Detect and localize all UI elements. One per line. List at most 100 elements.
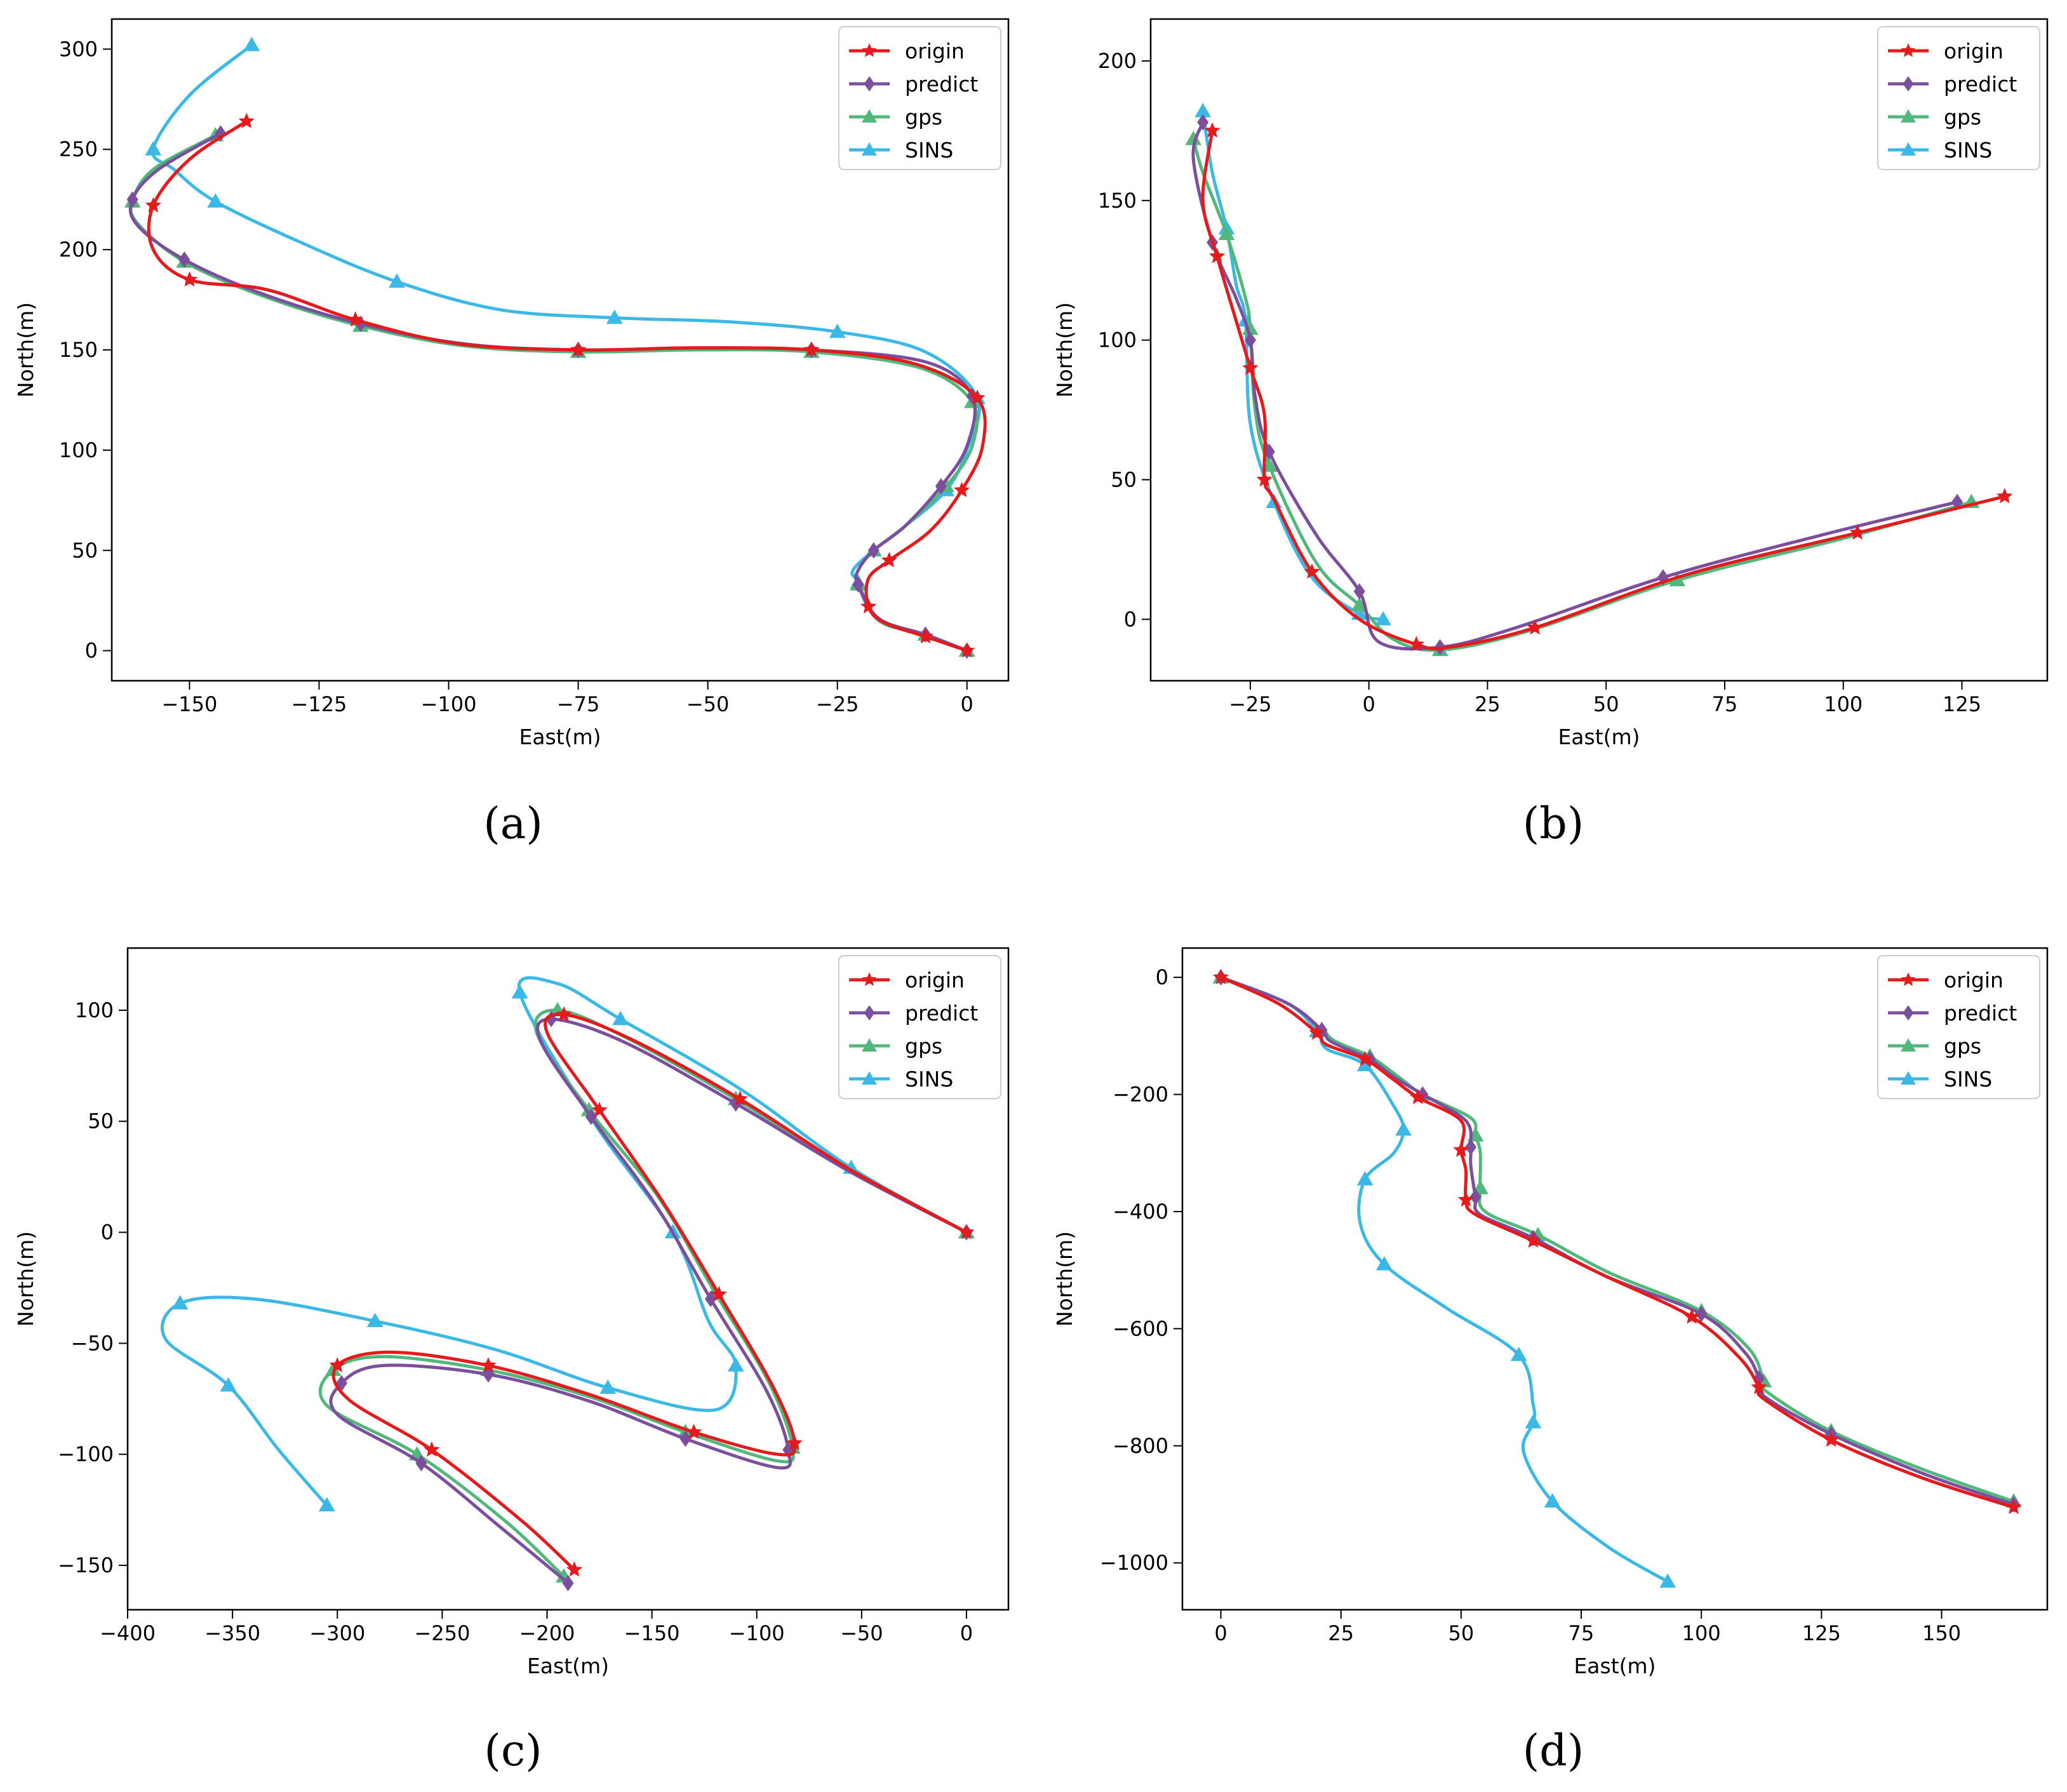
data-point bbox=[969, 389, 986, 405]
legend-box bbox=[1877, 955, 2040, 1099]
data-point bbox=[1375, 1255, 1393, 1271]
x-tick-label: 25 bbox=[1475, 692, 1501, 716]
legend-label-sins: SINS bbox=[905, 1067, 953, 1092]
x-tick-label: −100 bbox=[729, 1621, 785, 1645]
x-tick-label: 0 bbox=[1362, 692, 1375, 716]
y-tick-label: 250 bbox=[59, 137, 98, 161]
data-point bbox=[585, 1108, 597, 1125]
x-tick-label: 125 bbox=[1943, 692, 1981, 716]
x-tick-label: 100 bbox=[1682, 1621, 1721, 1645]
series-line-origin bbox=[147, 119, 987, 653]
legend-marker-predict bbox=[1903, 1005, 1914, 1020]
legend-box bbox=[1877, 26, 2040, 170]
data-point bbox=[207, 193, 224, 208]
legend-marker-gps bbox=[862, 1038, 877, 1052]
data-point bbox=[732, 1090, 748, 1106]
data-point bbox=[959, 642, 975, 658]
legend: origin predict gps SINS bbox=[1877, 955, 2040, 1099]
plot-frame bbox=[1181, 947, 2049, 1611]
data-point bbox=[366, 1313, 384, 1327]
data-point bbox=[1212, 968, 1229, 984]
y-tick-label: 200 bbox=[59, 237, 98, 262]
data-point bbox=[1395, 1121, 1412, 1136]
plot-area bbox=[1185, 103, 2013, 657]
plot-frame bbox=[110, 18, 1010, 682]
data-point bbox=[1544, 1493, 1561, 1508]
data-point bbox=[145, 197, 161, 213]
data-point bbox=[424, 1441, 440, 1457]
panel-label-a: (a) bbox=[483, 799, 543, 849]
legend-label-origin: origin bbox=[1944, 39, 2003, 64]
legend-marker-gps bbox=[1901, 1038, 1916, 1052]
legend-marker-predict bbox=[864, 76, 875, 91]
data-point bbox=[1356, 1171, 1374, 1186]
plot-area bbox=[1212, 968, 2022, 1588]
data-point bbox=[1218, 225, 1235, 241]
data-point bbox=[852, 576, 864, 593]
x-tick-label: −25 bbox=[1229, 692, 1272, 716]
y-tick-label: 50 bbox=[1111, 467, 1137, 491]
x-tick-label: −75 bbox=[557, 692, 600, 716]
series-line-gps bbox=[1219, 975, 2016, 1503]
data-point bbox=[1242, 359, 1259, 375]
plot-area bbox=[124, 37, 987, 659]
legend-marker-sins bbox=[862, 142, 877, 156]
x-axis-label: East(m) bbox=[1558, 725, 1640, 749]
x-tick-label: 75 bbox=[1712, 692, 1738, 716]
y-tick-label: 50 bbox=[88, 1109, 114, 1133]
series-line-predict bbox=[1219, 975, 2016, 1506]
data-point bbox=[803, 341, 820, 357]
legend-box bbox=[838, 26, 1001, 170]
data-point bbox=[126, 191, 138, 208]
x-tick-label: −300 bbox=[309, 1621, 365, 1645]
data-point bbox=[2005, 1499, 2022, 1515]
x-tick-label: −50 bbox=[840, 1621, 883, 1645]
data-point bbox=[1304, 563, 1320, 579]
legend-label-sins: SINS bbox=[1944, 138, 1992, 163]
y-tick-label: −200 bbox=[1113, 1083, 1168, 1107]
legend-label-origin: origin bbox=[905, 968, 965, 993]
data-point bbox=[1197, 114, 1209, 131]
legend-label-sins: SINS bbox=[1944, 1067, 1992, 1092]
legend-marker-origin bbox=[1901, 972, 1916, 986]
series-line-origin bbox=[331, 1013, 968, 1572]
plot-frame bbox=[1149, 18, 2049, 682]
series-line-sins bbox=[151, 43, 981, 653]
y-tick-label: 0 bbox=[1156, 965, 1168, 989]
data-point bbox=[1256, 471, 1273, 487]
data-point bbox=[1527, 619, 1543, 635]
legend-marker-predict bbox=[864, 1005, 875, 1020]
data-point bbox=[145, 141, 162, 156]
legend: origin predict gps SINS bbox=[838, 26, 1001, 170]
y-axis-label: North(m) bbox=[13, 1231, 38, 1327]
panel-label-d: (d) bbox=[1523, 1726, 1584, 1776]
legend-marker-sins bbox=[1901, 142, 1916, 156]
y-tick-label: −100 bbox=[58, 1442, 114, 1466]
data-point bbox=[1375, 611, 1391, 625]
legend-label-gps: gps bbox=[905, 1034, 942, 1059]
panel-label-b: (b) bbox=[1523, 799, 1584, 849]
x-tick-label: −125 bbox=[291, 692, 347, 716]
data-point bbox=[1997, 488, 2013, 504]
panel-c: −400 −350 −300 −250 −200 −150 −100 −50 0 −150 −100… bbox=[13, 947, 1010, 1678]
data-point bbox=[1683, 1308, 1700, 1324]
data-point bbox=[1309, 1024, 1325, 1040]
y-tick-label: −600 bbox=[1113, 1316, 1168, 1341]
data-point bbox=[935, 478, 947, 495]
data-point bbox=[556, 1006, 572, 1022]
panel-a: −150 −125 −100 −75 −50 −25 0 0 50 100 150 200 250 300… bbox=[13, 18, 1010, 749]
data-point bbox=[685, 1423, 702, 1440]
data-point bbox=[958, 1224, 975, 1240]
data-point bbox=[867, 542, 880, 559]
data-point bbox=[415, 1455, 427, 1472]
y-tick-label: 50 bbox=[72, 538, 98, 563]
x-tick-label: 50 bbox=[1593, 692, 1619, 716]
data-point bbox=[705, 1290, 717, 1307]
y-tick-label: 100 bbox=[1098, 328, 1137, 352]
legend-label-sins: SINS bbox=[905, 138, 953, 163]
data-point bbox=[1208, 248, 1226, 264]
x-axis-label: East(m) bbox=[527, 1654, 609, 1678]
x-tick-label: −100 bbox=[421, 692, 477, 716]
data-point bbox=[829, 323, 846, 338]
